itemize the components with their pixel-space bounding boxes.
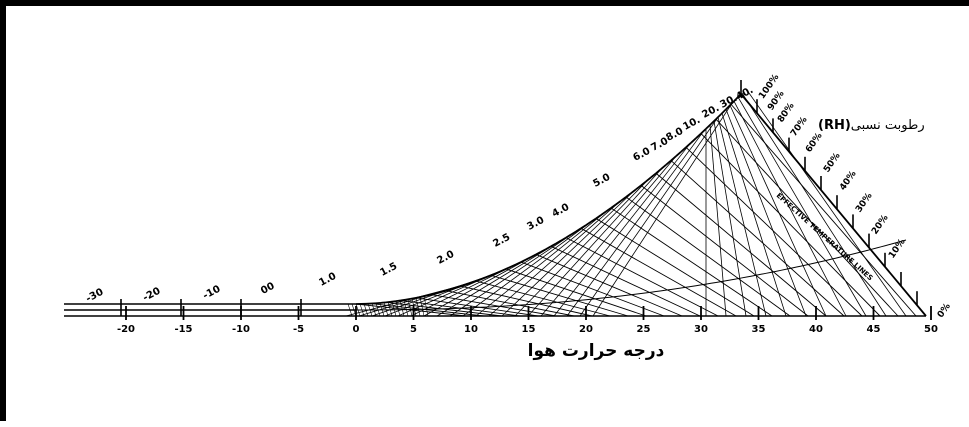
temperature-tick-label: 45 xyxy=(867,324,881,335)
temperature-tick-label: -15 xyxy=(174,324,192,335)
inner-curve xyxy=(661,290,666,291)
humidity-line xyxy=(437,239,564,316)
inner-curve xyxy=(686,286,691,287)
inner-curve xyxy=(691,286,696,287)
rh-percent-label: 30% xyxy=(854,191,875,214)
rh-title-abbr: (RH) xyxy=(818,118,851,133)
inner-curve xyxy=(876,247,881,248)
inner-curve xyxy=(751,275,756,276)
inner-curve xyxy=(881,245,886,246)
inner-curve xyxy=(706,283,711,284)
temperature-tick-label: 5 xyxy=(410,324,417,335)
inner-curve xyxy=(836,257,841,258)
inner-curve xyxy=(596,298,601,299)
temperature-tick-label: 10 xyxy=(464,324,478,335)
inner-curve xyxy=(616,296,621,297)
inner-curve xyxy=(696,285,701,286)
inner-curve xyxy=(766,272,771,273)
wind-speed-label: 3.0 xyxy=(525,215,546,233)
wind-speed-label: -10 xyxy=(201,284,222,302)
wind-speed-line xyxy=(656,173,826,316)
wind-speed-label: 00 xyxy=(259,281,276,297)
upper-envelope-curve xyxy=(391,301,396,302)
wind-speed-label: -20 xyxy=(141,286,162,304)
temperature-tick-label: -20 xyxy=(117,324,135,335)
inner-curve xyxy=(871,248,876,249)
inner-curve xyxy=(786,268,791,269)
inner-curve xyxy=(826,259,831,260)
inner-curve xyxy=(626,295,631,296)
inner-curve xyxy=(776,270,781,271)
inner-curve xyxy=(726,280,731,281)
humidity-line xyxy=(450,230,578,316)
wind-speed-label: 6.0 xyxy=(631,146,652,164)
rh-percent-label: 50% xyxy=(822,151,843,174)
inner-curve xyxy=(781,269,786,270)
temperature-tick-label: 15 xyxy=(522,324,536,335)
inner-curve xyxy=(791,267,796,268)
inner-curve xyxy=(761,273,766,274)
wind-speed-label: 8.0 xyxy=(664,126,685,144)
wind-speed-label: 1.0 xyxy=(317,271,338,289)
temperature-tick-label: 35 xyxy=(752,324,766,335)
wind-speed-label: 40. xyxy=(734,85,755,103)
relative-humidity-line xyxy=(714,121,746,316)
temperature-tick-label: 20 xyxy=(579,324,593,335)
inner-curve xyxy=(811,263,816,264)
inner-curve xyxy=(606,297,611,298)
wind-speed-line xyxy=(476,281,610,316)
wind-speed-label: 1.5 xyxy=(378,261,399,279)
inner-curve xyxy=(651,292,656,293)
inner-curve xyxy=(741,277,746,278)
wind-speed-label: 4.0 xyxy=(550,202,571,220)
temperature-tick-label: 40 xyxy=(809,324,823,335)
inner-curve xyxy=(711,282,716,283)
inner-curve xyxy=(831,258,836,259)
inner-curve xyxy=(656,291,661,292)
inner-curve xyxy=(861,251,866,252)
relative-humidity-title: رطوبت نسبی(RH) xyxy=(818,118,969,133)
wind-speed-line xyxy=(731,104,916,316)
inner-curve xyxy=(796,266,801,267)
humidity-line xyxy=(580,117,718,316)
effective-temperature-nomogram: -20 -15 -10 -5 0 5 10 15 20 25 30 35 40 45 50 -30 -20 -10… xyxy=(6,6,969,427)
dense-hatch-line xyxy=(384,303,388,316)
inner-curve xyxy=(636,294,641,295)
temperature-tick-label: 50 xyxy=(924,324,938,335)
wind-speed-label: 2.5 xyxy=(491,232,512,250)
rh-percent-label: 60% xyxy=(804,131,825,154)
nomogram-labels: -20 -15 -10 -5 0 5 10 15 20 25 30 35 40 45 50 -30 -20 -10… xyxy=(84,73,953,335)
inner-curve xyxy=(746,276,751,277)
inner-curve xyxy=(671,289,676,290)
wind-speed-label: -30 xyxy=(84,287,105,305)
temperature-tick-label: 30 xyxy=(694,324,708,335)
rh-title-text: رطوبت نسبی xyxy=(851,118,925,133)
temperature-tick-label: -5 xyxy=(293,324,304,335)
temperature-tick-label: -10 xyxy=(232,324,250,335)
wind-speed-label: 10. xyxy=(681,115,702,133)
wind-speed-label: 5.0 xyxy=(591,172,612,190)
temperature-tick-label: 0 xyxy=(353,324,360,335)
wind-speed-line xyxy=(536,254,682,316)
rh-percent-label: 0% xyxy=(936,302,953,320)
wind-speed-label: 2.0 xyxy=(435,249,456,267)
inner-curve xyxy=(731,279,736,280)
temperature-tick-label: 25 xyxy=(637,324,651,335)
rh-percent-label: 40% xyxy=(838,169,859,192)
rh-percent-label: 20% xyxy=(870,213,891,236)
inner-curve xyxy=(621,295,626,296)
air-temperature-axis-title: درجه حرارت هوا xyxy=(506,341,686,361)
inner-curve xyxy=(641,293,646,294)
inner-curve xyxy=(851,253,856,254)
rh-percent-label: 70% xyxy=(789,115,810,138)
inner-curve xyxy=(676,288,681,289)
inner-curve xyxy=(756,274,761,275)
inner-curve xyxy=(886,244,891,245)
